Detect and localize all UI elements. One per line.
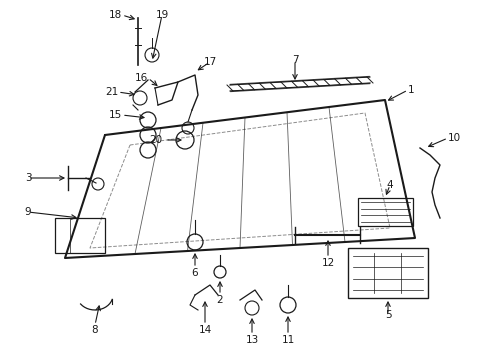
Text: 18: 18 [109, 10, 122, 20]
Text: 14: 14 [198, 325, 212, 335]
Text: 6: 6 [192, 268, 198, 278]
Bar [55, 218, 105, 253]
Text: 16: 16 [135, 73, 148, 83]
Bar [348, 248, 428, 298]
Text: 8: 8 [92, 325, 98, 335]
Text: 13: 13 [245, 335, 259, 345]
Text: 11: 11 [281, 335, 294, 345]
Text: 17: 17 [203, 57, 217, 67]
Text: 2: 2 [217, 295, 223, 305]
Text: 4: 4 [387, 180, 393, 190]
Text: 7: 7 [292, 55, 298, 65]
Text: 10: 10 [448, 133, 461, 143]
Text: 1: 1 [408, 85, 415, 95]
Text: 19: 19 [155, 10, 169, 20]
Text: 20: 20 [149, 135, 162, 145]
Bar [358, 198, 413, 226]
Text: 12: 12 [321, 258, 335, 268]
Text: 15: 15 [109, 110, 122, 120]
Text: 3: 3 [24, 173, 31, 183]
Text: 5: 5 [385, 310, 392, 320]
Text: 9: 9 [24, 207, 31, 217]
Text: 21: 21 [105, 87, 118, 97]
